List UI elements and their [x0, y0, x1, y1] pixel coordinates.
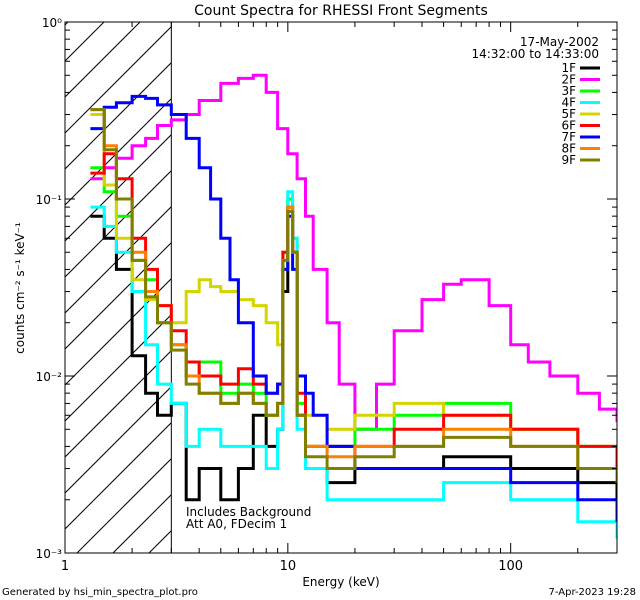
- hatch-lines: [65, 22, 172, 553]
- shaded-region: [65, 22, 172, 553]
- legend-label: 7F: [561, 130, 576, 144]
- y-tick-label: 10⁻¹: [36, 193, 63, 207]
- chart-title: Count Spectra for RHESSI Front Segments: [194, 3, 488, 19]
- legend-label: 9F: [561, 153, 576, 167]
- legend-label: 8F: [561, 142, 576, 156]
- plot-frame: [64, 21, 618, 554]
- series-9F: [90, 108, 617, 483]
- legend-label: 3F: [561, 84, 576, 98]
- legend-label: 2F: [561, 73, 576, 87]
- footer-timestamp: 7-Apr-2023 19:28: [549, 587, 636, 598]
- x-tick-label: 10: [280, 559, 297, 574]
- legend-label: 4F: [561, 96, 576, 110]
- series-5F: [90, 113, 617, 469]
- x-tick-labels: 1 10 100: [61, 559, 523, 574]
- axis-ticks: [64, 22, 618, 554]
- legend-label: 5F: [561, 107, 576, 121]
- y-tick-label: 10⁰: [42, 16, 62, 30]
- y-tick-label: 10⁻²: [36, 370, 63, 384]
- series-layer: [90, 73, 617, 539]
- time-range-label: 14:32:00 to 14:33:00: [472, 47, 599, 61]
- annotation-attenuator: Att A0, FDecim 1: [186, 517, 287, 531]
- series-4F: [90, 190, 617, 539]
- x-tick-label: 100: [498, 559, 523, 574]
- x-axis-label: Energy (keV): [302, 575, 379, 589]
- annotation-background: Includes Background: [186, 505, 311, 519]
- series-2F: [90, 73, 617, 431]
- y-tick-labels: 10⁰ 10⁻¹ 10⁻² 10⁻³: [36, 16, 63, 561]
- generated-by: Generated by hsi_min_spectra_plot.pro: [2, 587, 198, 598]
- y-axis-label: counts cm⁻² s⁻¹ keV⁻¹: [13, 222, 27, 354]
- legend-label: 6F: [561, 119, 576, 133]
- y-tick-label: 10⁻³: [36, 547, 63, 561]
- date-label: 17-May-2002: [520, 35, 599, 49]
- x-tick-label: 1: [61, 559, 69, 574]
- legend-label: 1F: [561, 61, 576, 75]
- series-1F: [90, 205, 617, 522]
